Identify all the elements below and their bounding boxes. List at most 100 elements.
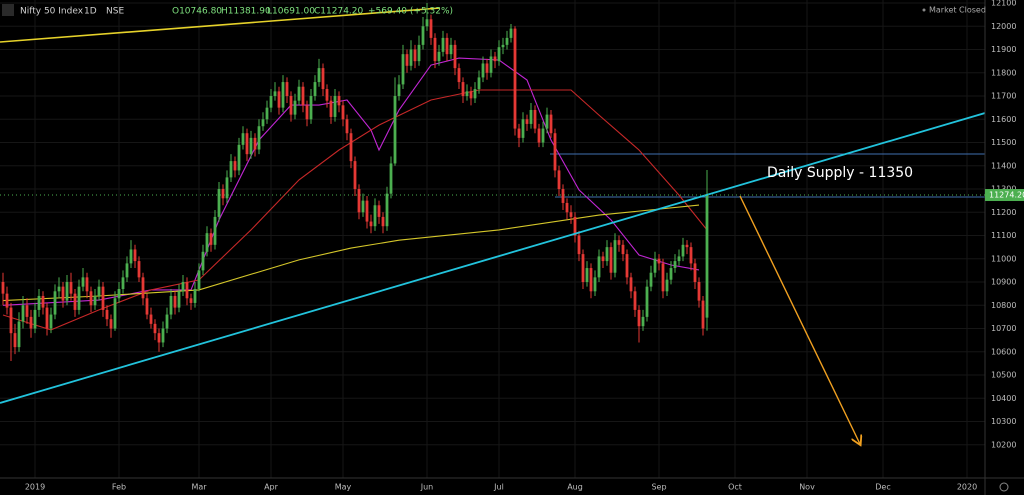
candle-body bbox=[185, 282, 189, 299]
candle-body bbox=[61, 286, 65, 301]
candle-body bbox=[597, 256, 601, 278]
candle-body bbox=[177, 291, 181, 308]
candle-body bbox=[473, 89, 477, 99]
candle-body bbox=[653, 258, 657, 273]
market-status: Market Closed bbox=[929, 6, 986, 15]
forecast-arrow bbox=[739, 195, 860, 444]
candle-body bbox=[289, 96, 293, 115]
ohlc-change: +569.40 (+5.32%) bbox=[368, 7, 453, 17]
candle-body bbox=[705, 195, 709, 318]
candle-body bbox=[429, 19, 433, 38]
candle-body bbox=[577, 235, 581, 255]
candle-body bbox=[529, 109, 533, 124]
candle-body bbox=[49, 314, 53, 329]
candle-body bbox=[169, 295, 173, 315]
candle-body bbox=[545, 114, 549, 129]
candle-body bbox=[661, 263, 665, 292]
candle-body bbox=[669, 268, 673, 280]
candle-body bbox=[377, 205, 381, 217]
candle-body bbox=[25, 305, 29, 317]
candle-body bbox=[201, 251, 205, 271]
candle-body bbox=[73, 293, 77, 310]
interval: 1D bbox=[84, 7, 97, 17]
y-tick-label: 10700 bbox=[991, 324, 1016, 333]
candle-body bbox=[517, 128, 521, 138]
y-tick-label: 11800 bbox=[991, 68, 1016, 77]
candle-body bbox=[153, 323, 157, 334]
candle-body bbox=[305, 105, 309, 120]
candle-body bbox=[385, 193, 389, 227]
y-tick-label: 11400 bbox=[991, 161, 1016, 170]
y-tick-label: 12000 bbox=[991, 22, 1016, 31]
trend-line bbox=[0, 7, 441, 43]
candle-body bbox=[241, 133, 245, 145]
candle-body bbox=[601, 256, 605, 262]
candle-body bbox=[605, 247, 609, 262]
y-tick-label: 11600 bbox=[991, 115, 1016, 124]
y-tick-label: 12100 bbox=[991, 0, 1016, 8]
candle-body bbox=[113, 298, 117, 329]
y-tick-label: 10200 bbox=[991, 440, 1016, 449]
candle-body bbox=[437, 51, 441, 62]
candle-body bbox=[29, 316, 33, 329]
x-tick-label: Jun bbox=[420, 483, 434, 492]
candle-body bbox=[97, 286, 101, 296]
candle-body bbox=[237, 144, 241, 171]
candle-body bbox=[401, 54, 405, 85]
candle-body bbox=[673, 261, 677, 269]
candle-body bbox=[569, 212, 573, 217]
axes: 10200 10300 10400 10500 10600 10700 10800 10900… bbox=[25, 0, 1017, 492]
candle-body bbox=[213, 216, 217, 245]
candle-body bbox=[149, 314, 153, 324]
candle-body bbox=[493, 56, 497, 62]
candle-body bbox=[297, 86, 301, 101]
candle-body bbox=[685, 244, 689, 248]
candle-body bbox=[329, 100, 333, 117]
collapse-button[interactable] bbox=[2, 4, 14, 16]
candle-body bbox=[109, 319, 113, 329]
candle-body bbox=[253, 137, 257, 150]
candle-body bbox=[481, 63, 485, 78]
candle-body bbox=[173, 295, 177, 308]
candle-body bbox=[461, 82, 465, 97]
candle-body bbox=[117, 288, 121, 299]
candle-body bbox=[453, 44, 457, 69]
y-tick-label: 10900 bbox=[991, 278, 1016, 287]
candle-body bbox=[161, 328, 165, 343]
moving-average bbox=[2, 89, 708, 331]
candle-body bbox=[417, 44, 421, 62]
candle-body bbox=[457, 68, 461, 83]
candle-body bbox=[361, 200, 365, 213]
candle-body bbox=[585, 268, 589, 283]
candle-body bbox=[41, 295, 45, 308]
candle-body bbox=[69, 282, 73, 294]
candle-body bbox=[353, 161, 357, 190]
settings-button[interactable] bbox=[999, 482, 1009, 492]
candle-body bbox=[617, 240, 621, 245]
x-tick-label: Nov bbox=[799, 483, 815, 492]
candle-body bbox=[497, 47, 501, 62]
candle-body bbox=[17, 321, 21, 348]
last-price-label: 11274.20 bbox=[989, 191, 1024, 200]
y-tick-label: 11500 bbox=[991, 138, 1016, 147]
candle-body bbox=[261, 119, 265, 127]
moving-averages bbox=[2, 57, 708, 331]
candle-body bbox=[349, 133, 353, 162]
candle-body bbox=[121, 277, 125, 289]
candle-body bbox=[293, 100, 297, 115]
candle-body bbox=[249, 137, 253, 155]
candle-body bbox=[681, 244, 685, 257]
candle-body bbox=[649, 272, 653, 287]
x-tick-label: Oct bbox=[728, 483, 742, 492]
candle-body bbox=[281, 82, 285, 108]
candle-body bbox=[613, 240, 617, 273]
y-tick-label: 10400 bbox=[991, 394, 1016, 403]
x-tick-label: Mar bbox=[191, 483, 207, 492]
candle-body bbox=[137, 261, 141, 278]
candle-body bbox=[145, 298, 149, 315]
candle-body bbox=[321, 68, 325, 90]
candle-body bbox=[337, 96, 341, 106]
